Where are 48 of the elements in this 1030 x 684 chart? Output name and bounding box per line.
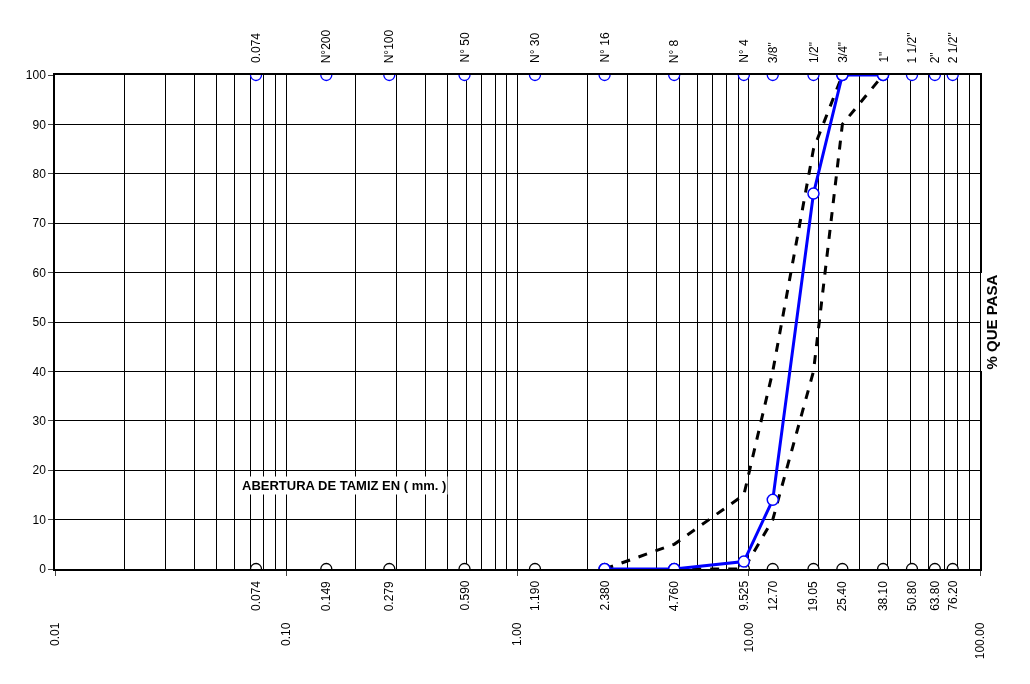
annotation: N°200	[319, 29, 334, 64]
y-tick-label: 50	[32, 315, 47, 330]
annotation: N° 8	[667, 39, 682, 64]
annotation: N° 50	[457, 32, 472, 63]
annotation: 0.074	[249, 32, 264, 64]
x-tick-label: 10.00	[741, 622, 756, 653]
annotation: 3/8"	[766, 42, 781, 64]
x-tick-label: 0.10	[279, 622, 294, 646]
annotation: 50.80	[904, 580, 919, 611]
y-tick-label: 70	[32, 216, 47, 231]
y-tick-label: 40	[32, 364, 47, 379]
y-tick-label: 30	[32, 414, 47, 428]
x-tick-label: 100.00	[972, 622, 987, 660]
annotation: N° 16	[597, 32, 612, 63]
annotation: 1.190	[527, 580, 542, 611]
annotation: 1"	[876, 51, 891, 63]
y-tick-label: 0	[39, 562, 47, 577]
annotation: 9.525	[736, 580, 751, 611]
y-tick-label: 60	[32, 265, 47, 280]
annotation: 12.70	[765, 580, 780, 611]
annotation: 0.279	[382, 580, 397, 612]
y-tick-label: 80	[32, 167, 47, 181]
x-axis-title: ABERTURA DE TAMIZ EN ( mm. )	[242, 478, 447, 493]
annotation: 0.149	[319, 580, 334, 612]
annotation: N° 30	[527, 32, 542, 63]
annotation: 1 1/2"	[905, 32, 920, 64]
y-tick-label: 10	[32, 512, 47, 527]
annotation: 76.20	[945, 580, 960, 611]
x-tick-label: 0.01	[47, 622, 62, 646]
annotation: 0.590	[457, 580, 472, 611]
annotation: N°100	[382, 29, 397, 64]
annotation: 19.05	[806, 581, 821, 612]
y-axis-title: % QUE PASA	[982, 274, 1000, 370]
y-tick-label: 20	[32, 463, 47, 478]
annotation: 2"	[928, 52, 943, 64]
y-tick-label: 100	[25, 68, 47, 83]
annotation: 63.80	[927, 580, 942, 611]
annotation: 3/4"	[835, 41, 850, 63]
y-tick-label: 90	[32, 117, 47, 132]
annotation: 2 1/2"	[946, 32, 961, 64]
annotation: 1/2"	[806, 42, 821, 63]
annotation: 0.074	[249, 580, 264, 612]
annotation: N° 4	[736, 39, 751, 63]
x-tick-label: 1.00	[510, 622, 525, 646]
annotation: 2.380	[597, 580, 612, 611]
annotation: 38.10	[876, 580, 891, 612]
annotation: 4.760	[667, 580, 682, 612]
annotation: 25.40	[835, 581, 850, 612]
